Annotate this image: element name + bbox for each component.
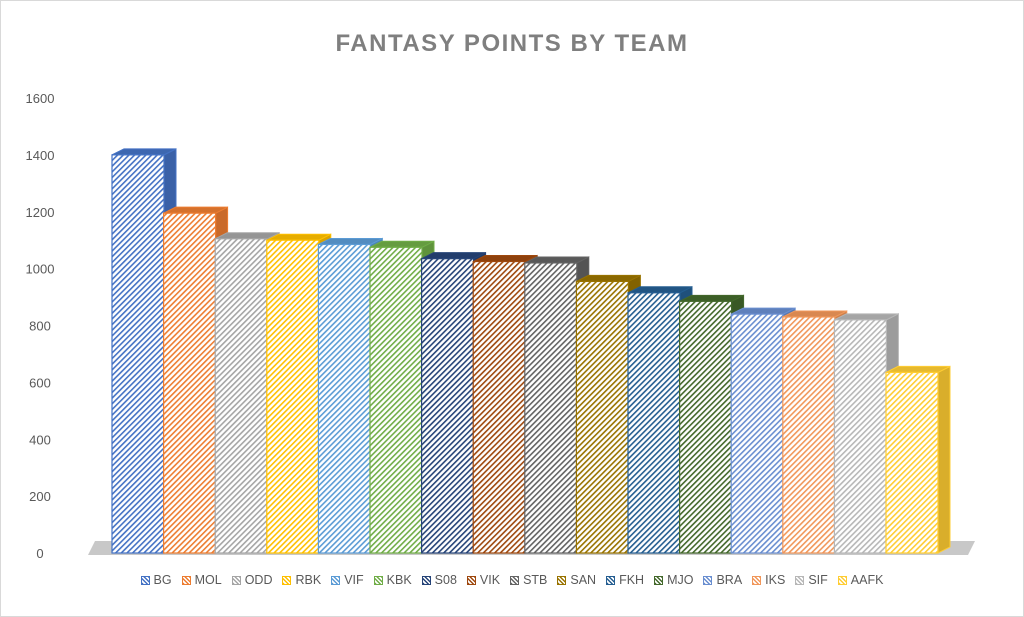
legend-label: FKH	[619, 573, 645, 587]
chart-title: FANTASY POINTS BY TEAM	[335, 30, 689, 57]
legend-item-vif: VIF	[331, 573, 364, 587]
bar-front-face	[730, 313, 784, 554]
legend-swatch	[510, 575, 520, 585]
bar-side-face	[937, 365, 951, 554]
bar-front-face	[472, 260, 526, 554]
bar-top-face	[214, 232, 280, 240]
legend-swatch	[837, 575, 847, 585]
legend-item-vik: VIK	[466, 573, 501, 587]
legend-label: MJO	[667, 573, 694, 587]
legend-item-mol: MOL	[181, 573, 222, 587]
legend-label: ODD	[244, 573, 273, 587]
bar-front-face	[163, 212, 217, 554]
y-tick-label: 400	[29, 432, 51, 447]
bar-top-face	[627, 286, 693, 294]
legend-label: STB	[523, 573, 548, 587]
bar-top-face	[679, 294, 744, 302]
bar-top-face	[834, 313, 899, 321]
bar-front-face	[214, 238, 268, 554]
y-tick-label: 1000	[26, 262, 55, 277]
legend-label: KBK	[386, 573, 412, 587]
legend-item-san: SAN	[557, 573, 596, 587]
bar-top-face	[472, 255, 538, 263]
y-tick-label: 1200	[26, 205, 55, 220]
y-tick-label: 800	[29, 319, 51, 334]
legend-swatch	[606, 575, 616, 585]
legend-label: SAN	[570, 573, 597, 587]
bar-front-face	[524, 262, 578, 554]
bar-front-face	[369, 246, 423, 554]
bars	[111, 148, 951, 554]
bar-top-face	[885, 365, 951, 373]
bar-top-face	[524, 256, 590, 264]
bar-front-face	[111, 154, 165, 554]
bar-front-face	[833, 319, 888, 554]
legend-swatch	[331, 575, 341, 585]
legend-item-stb: STB	[510, 573, 547, 587]
bar-top-face	[266, 233, 332, 241]
legend-item-mjo: MJO	[654, 573, 693, 587]
bar-front-face	[266, 239, 320, 554]
legend-label: RBK	[295, 573, 322, 587]
bar-front-face	[317, 243, 371, 554]
legend-item-s08: S08	[421, 573, 457, 587]
bar-front-face	[782, 316, 836, 554]
legend-label: VIF	[344, 573, 364, 587]
y-tick-label: 600	[29, 375, 51, 390]
bar-top-face	[318, 237, 383, 245]
legend-label: BG	[153, 573, 172, 587]
bar-top-face	[369, 240, 435, 248]
legend-swatch	[466, 575, 476, 585]
y-tick-label: 1600	[26, 91, 55, 106]
y-axis: 0 200 400 600 800 1000 1200 1400 1600	[26, 91, 55, 561]
legend-label: VIK	[479, 573, 501, 587]
legend-swatch	[421, 575, 431, 585]
bar-front-face	[885, 371, 939, 554]
bar-aafk	[885, 365, 951, 554]
bar-top-face	[782, 310, 848, 318]
bar-front-face	[678, 300, 733, 554]
y-tick-label: 200	[29, 489, 51, 504]
bar-top-face	[421, 252, 486, 260]
legend-item-rbk: RBK	[282, 573, 321, 587]
legend-item-kbk: KBK	[373, 573, 412, 587]
bar-front-face	[575, 280, 630, 554]
legend-label: SIF	[808, 573, 828, 587]
legend-item-aafk: AAFK	[837, 573, 884, 587]
legend-item-fkh: FKH	[606, 573, 644, 587]
bar-front-face	[421, 258, 475, 554]
bar-top-face	[111, 148, 177, 156]
legend-label: AAFK	[850, 573, 884, 587]
y-tick-label: 0	[36, 546, 43, 561]
bar-front-face	[627, 292, 681, 554]
legend-item-sif: SIF	[795, 573, 828, 587]
legend-item-bg: BG	[140, 573, 172, 587]
y-tick-label: 1400	[26, 148, 55, 163]
legend-swatch	[181, 575, 191, 585]
legend-item-bra: BRA	[703, 573, 742, 587]
legend-swatch	[140, 575, 150, 585]
legend-item-odd: ODD	[231, 573, 273, 587]
bar-top-face	[163, 206, 228, 214]
bar-top-face	[576, 274, 641, 282]
legend-label: BRA	[716, 573, 743, 587]
legend-label: S08	[434, 573, 457, 587]
bar-top-face	[730, 307, 796, 315]
legend-swatch	[557, 575, 567, 585]
legend-swatch	[231, 575, 241, 585]
legend-swatch	[752, 575, 762, 585]
legend-swatch	[703, 575, 713, 585]
legend-label: IKS	[765, 573, 786, 587]
legend-swatch	[654, 575, 664, 585]
legend-swatch	[373, 575, 383, 585]
legend-item-iks: IKS	[752, 573, 785, 587]
legend-swatch	[795, 575, 805, 585]
legend-swatch	[282, 575, 292, 585]
legend: BG MOL ODD RBK VIF KBK S08 VIK STB SAN FKH MJO BRA IK…	[0, 570, 1024, 590]
legend-label: MOL	[194, 573, 222, 587]
